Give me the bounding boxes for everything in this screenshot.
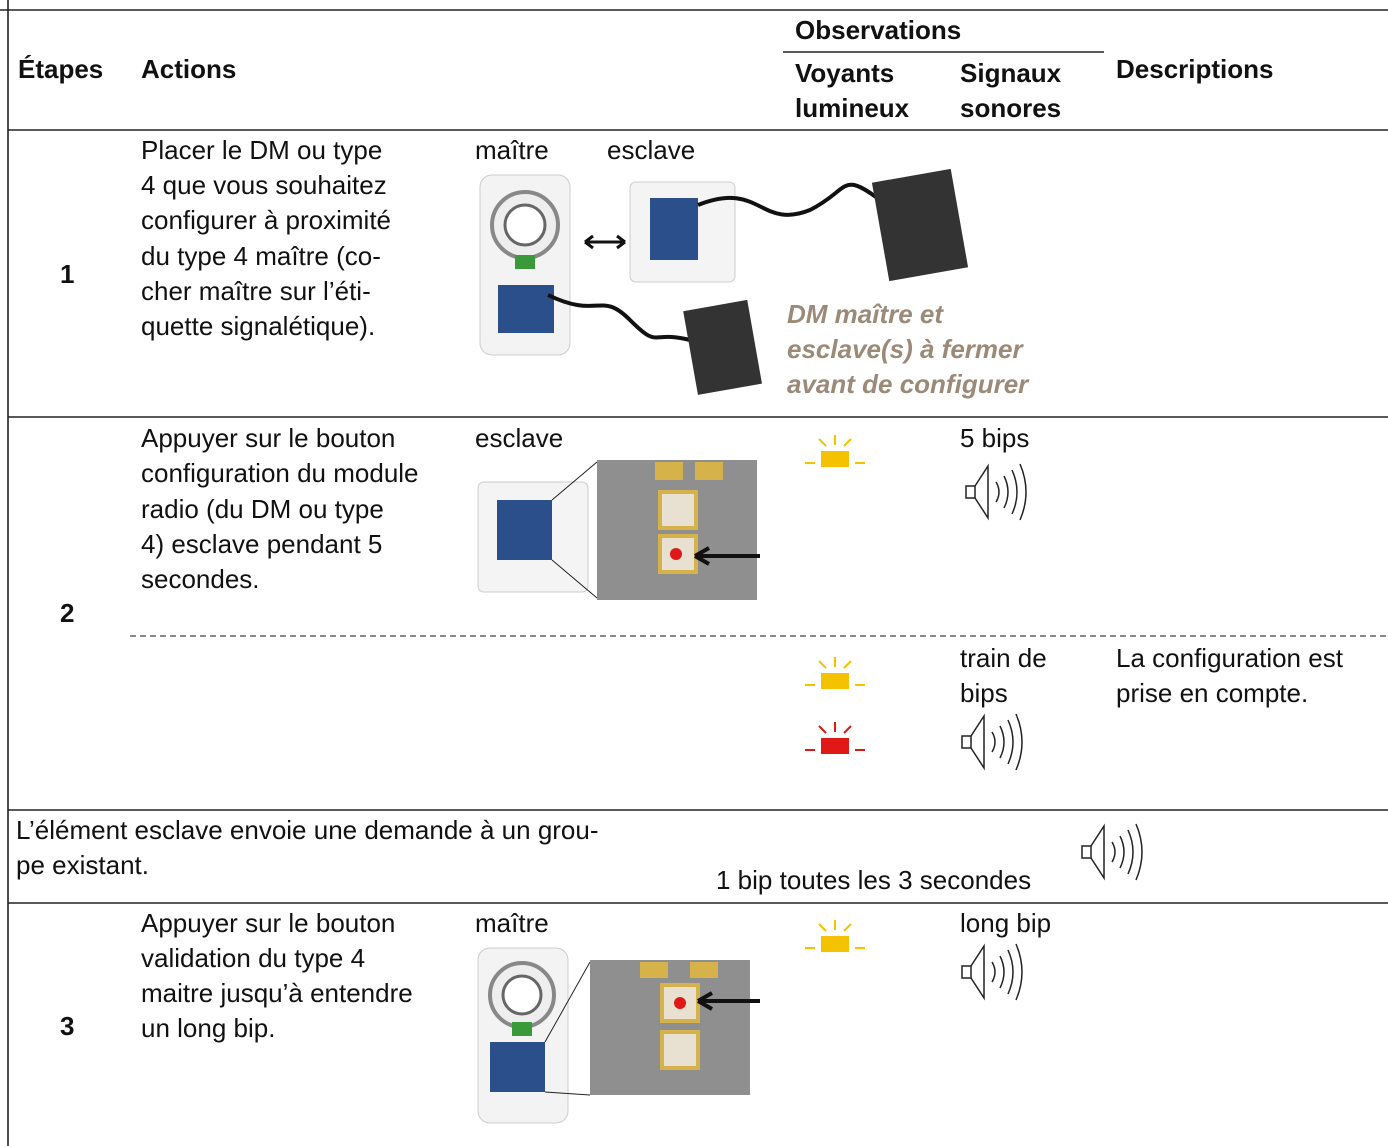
action-text: maitre jusqu’à entendre: [141, 978, 413, 1008]
action-text: quette signalétique).: [141, 311, 375, 341]
sound-text: bips: [960, 678, 1008, 708]
action-text: du type 4 maître (co-: [141, 241, 381, 271]
action-text: Appuyer sur le bouton: [141, 908, 395, 938]
action-text: 4 que vous souhaitez: [141, 170, 387, 200]
image-label: esclave: [607, 135, 695, 165]
sound-text: long bip: [960, 908, 1051, 938]
speaker-icon: [1081, 823, 1143, 881]
header-cell: lumineux: [795, 93, 910, 123]
action-text: 4) esclave pendant 5: [141, 529, 382, 559]
header-cell: Observations: [795, 15, 961, 45]
action-text: radio (du DM ou type: [141, 494, 384, 524]
speaker-icon: [965, 463, 1027, 521]
header-cell: Signaux: [960, 58, 1062, 88]
light-icon: [804, 656, 866, 690]
light-icon: [804, 434, 866, 468]
header-cell: Voyants: [795, 58, 894, 88]
note: DM maître et: [787, 299, 944, 329]
header-cell: Étapes: [18, 54, 103, 84]
action-text: validation du type 4: [141, 943, 365, 973]
action-text: Appuyer sur le bouton: [141, 423, 395, 453]
light-icon: [804, 721, 866, 755]
speaker-icon: [961, 713, 1023, 771]
step-number: 3: [60, 1011, 74, 1041]
header-cell: sonores: [960, 93, 1061, 123]
action-text: cher maître sur l’éti-: [141, 276, 371, 306]
note: avant de configurer: [787, 369, 1030, 399]
header-cell: Actions: [141, 54, 236, 84]
speaker-icon: [961, 943, 1023, 1001]
action-text: un long bip.: [141, 1013, 275, 1043]
description: prise en compte.: [1116, 678, 1308, 708]
sound-text: 1 bip toutes les 3 secondes: [716, 865, 1031, 895]
header-cell: Descriptions: [1116, 54, 1274, 84]
device-illustration: [479, 168, 969, 395]
device-illustration: [477, 460, 760, 600]
image-label: maître: [475, 135, 549, 165]
action-text: configuration du module: [141, 458, 419, 488]
device-illustration: [477, 947, 760, 1124]
info-text: pe existant.: [16, 850, 149, 880]
image-label: maître: [475, 908, 549, 938]
description: La configuration est: [1116, 643, 1344, 673]
light-icon: [804, 919, 866, 953]
action-text: configurer à proximité: [141, 205, 391, 235]
note: esclave(s) à fermer: [787, 334, 1024, 364]
image-label: esclave: [475, 423, 563, 453]
info-text: L’élément esclave envoie une demande à u…: [16, 815, 599, 845]
sound-text: train de: [960, 643, 1047, 673]
sound-text: 5 bips: [960, 423, 1029, 453]
step-number: 1: [60, 259, 74, 289]
action-text: Placer le DM ou type: [141, 135, 382, 165]
action-text: secondes.: [141, 564, 260, 594]
step-number: 2: [60, 598, 74, 628]
